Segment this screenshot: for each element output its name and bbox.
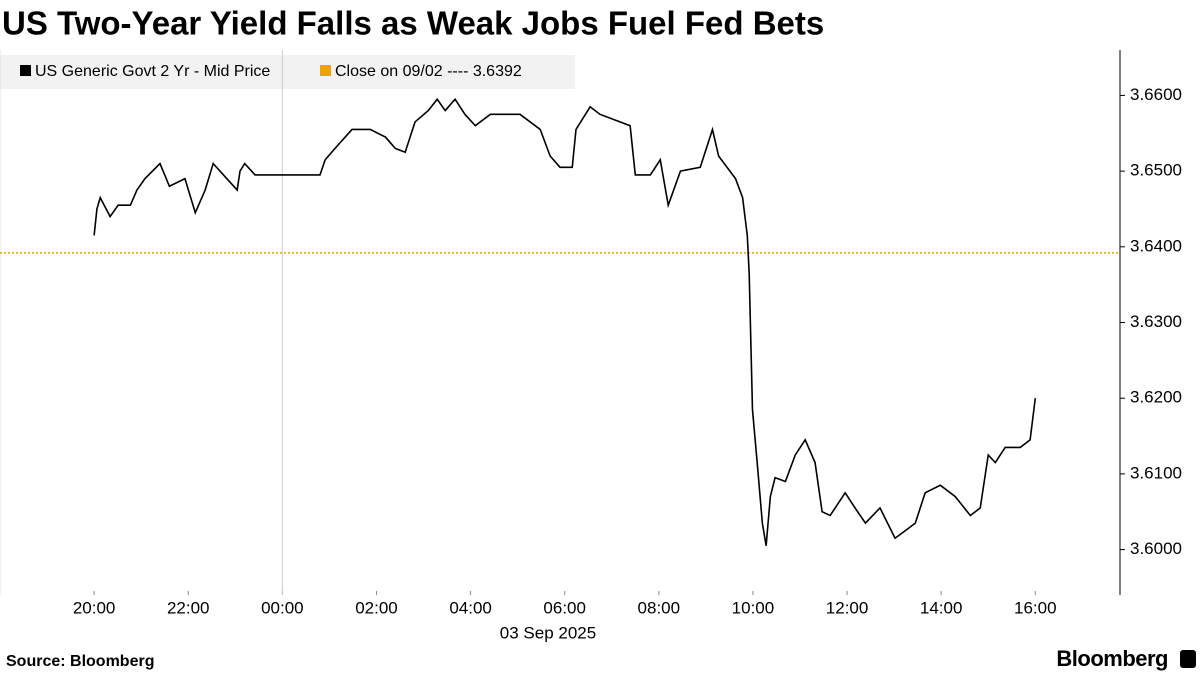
legend-swatch [20,65,31,76]
y-tick-label: 3.6300 [1130,312,1182,331]
x-tick-label: 04:00 [449,598,492,617]
x-tick-label: 06:00 [543,598,586,617]
x-tick-label: 12:00 [826,598,869,617]
legend-box [0,55,575,89]
y-tick-label: 3.6400 [1130,236,1182,255]
price-line [93,97,1037,546]
brand-icon [1180,650,1196,668]
legend-label: Close on 09/02 ---- 3.6392 [335,63,522,80]
x-tick-label: 02:00 [355,598,398,617]
x-tick-label: 22:00 [167,598,210,617]
x-tick-label: 16:00 [1014,598,1057,617]
legend-label: US Generic Govt 2 Yr - Mid Price [35,63,270,80]
brand: Bloomberg [1056,646,1168,671]
x-tick-label: 00:00 [261,598,304,617]
y-tick-label: 3.6500 [1130,161,1182,180]
chart-title: US Two-Year Yield Falls as Weak Jobs Fue… [2,5,824,42]
y-tick-label: 3.6100 [1130,463,1182,482]
y-tick-label: 3.6000 [1130,539,1182,558]
x-tick-label: 20:00 [73,598,116,617]
x-tick-label: 14:00 [920,598,963,617]
x-tick-label: 08:00 [638,598,681,617]
x-tick-label: 10:00 [732,598,775,617]
y-tick-label: 3.6200 [1130,388,1182,407]
legend-swatch [320,65,331,76]
source: Source: Bloomberg [6,653,154,670]
y-tick-label: 3.6600 [1130,85,1182,104]
x-axis-label: 03 Sep 2025 [500,623,596,642]
